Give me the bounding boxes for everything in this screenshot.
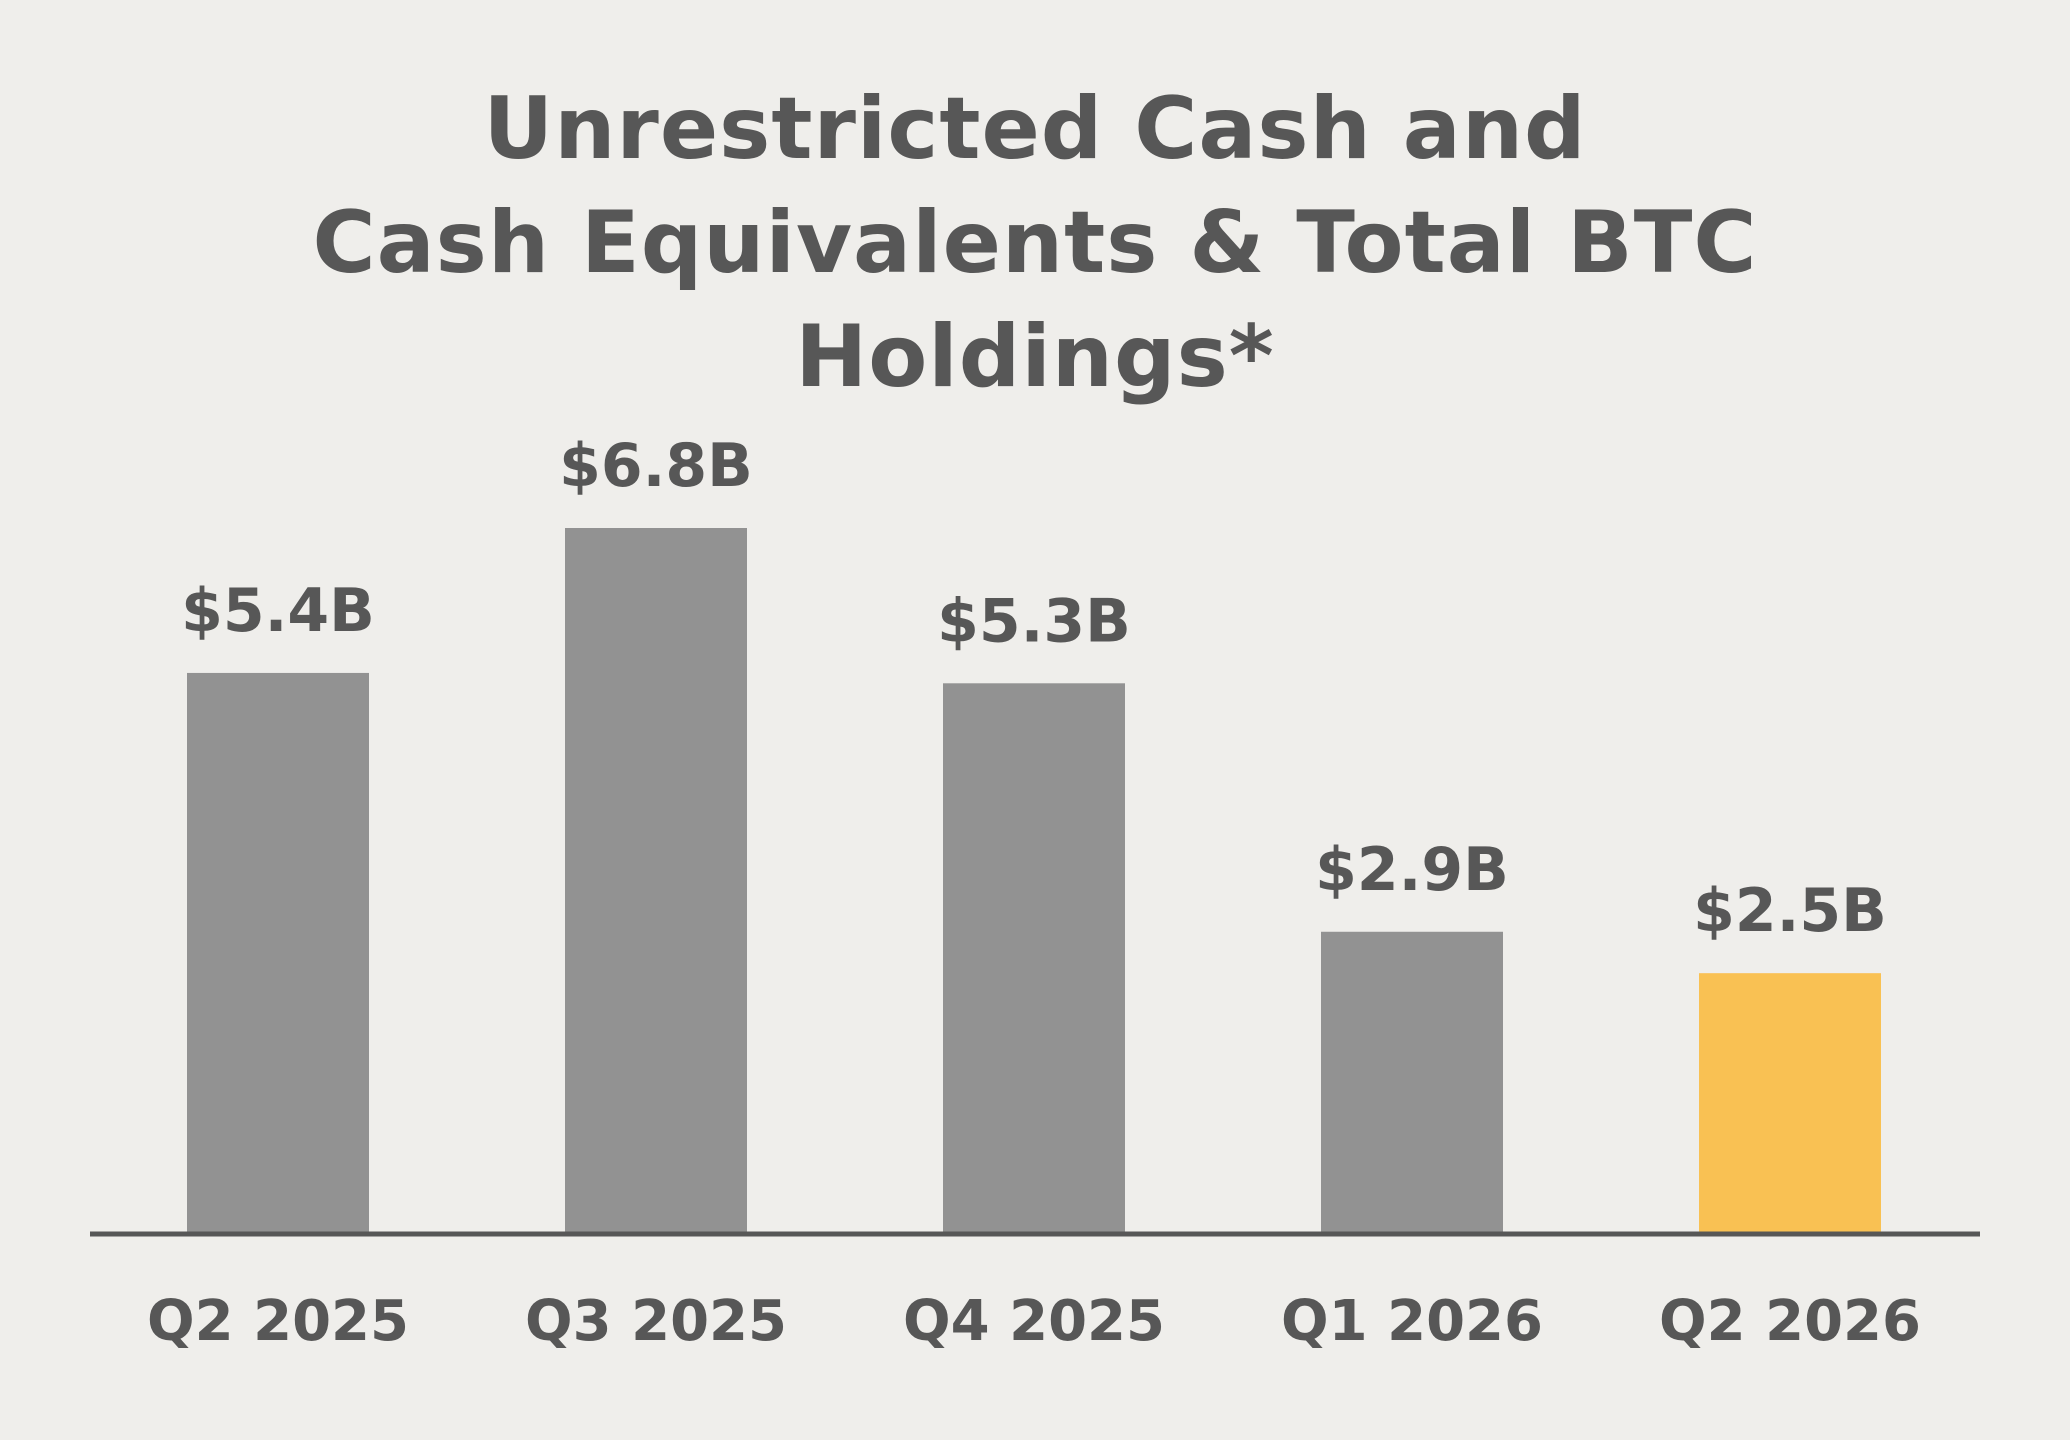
x-tick-label: Q2 2026: [1659, 1289, 1921, 1354]
data-label: $2.9B: [1315, 835, 1509, 905]
data-labels-group: $5.4B $6.8B $5.3B $2.9B $2.5B: [181, 431, 1887, 946]
data-label: $5.4B: [181, 576, 375, 646]
bar-q3-2025: [565, 528, 747, 1232]
x-axis-tick-labels: Q2 2025 Q3 2025 Q4 2025 Q1 2026 Q2 2026: [147, 1289, 1921, 1354]
chart-title-line-2: Cash Equivalents & Total BTC: [312, 193, 1758, 293]
x-tick-label: Q1 2026: [1281, 1289, 1543, 1354]
chart-title: Unrestricted Cash and Cash Equivalents &…: [0, 72, 2070, 414]
bar-q2-2026: [1699, 973, 1881, 1232]
data-label: $2.5B: [1693, 876, 1887, 946]
bar-q1-2026: [1321, 931, 1503, 1232]
bars-group: [187, 528, 1881, 1232]
x-tick-label: Q2 2025: [147, 1289, 409, 1354]
data-label: $5.3B: [937, 586, 1131, 656]
bar-q4-2025: [943, 683, 1125, 1232]
bar-q2-2025: [187, 672, 369, 1232]
chart-title-line-1: Unrestricted Cash and: [483, 79, 1587, 179]
x-tick-label: Q4 2025: [903, 1289, 1165, 1354]
x-tick-label: Q3 2025: [525, 1289, 787, 1354]
chart-title-line-3: Holdings*: [795, 307, 1275, 407]
data-label: $6.8B: [559, 431, 753, 501]
